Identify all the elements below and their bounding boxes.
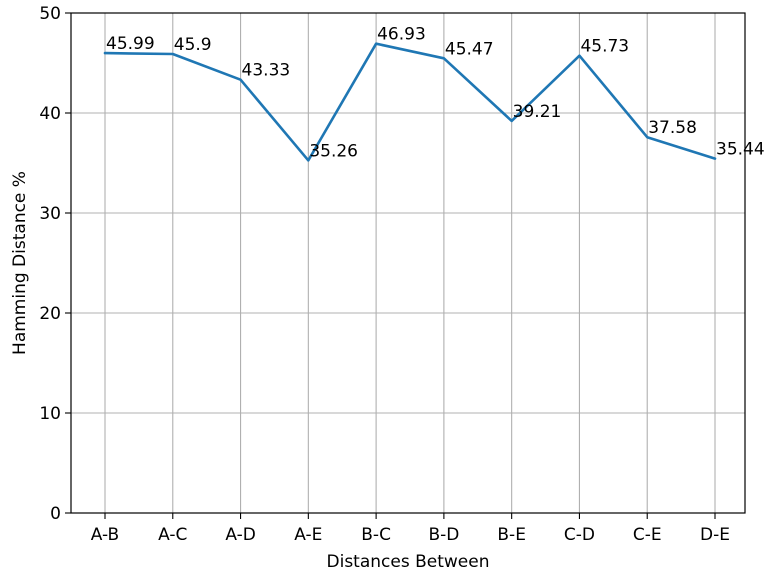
y-tick-label: 50 xyxy=(39,4,61,24)
x-tick-label: D-E xyxy=(700,525,730,545)
y-tick-label: 10 xyxy=(39,404,61,424)
x-tick-label: A-C xyxy=(158,525,187,545)
y-tick-label: 0 xyxy=(50,504,61,524)
x-axis-label: Distances Between xyxy=(327,552,490,572)
y-tick-label: 40 xyxy=(39,104,61,124)
x-tick-label: C-E xyxy=(633,525,662,545)
y-axis-label: Hamming Distance % xyxy=(10,171,30,355)
plot-frame xyxy=(70,12,746,514)
data-label: 46.93 xyxy=(377,25,426,45)
x-tick-label: B-D xyxy=(428,525,459,545)
data-label: 45.9 xyxy=(174,35,212,55)
x-tick-label: C-D xyxy=(564,525,595,545)
x-tick-label: B-C xyxy=(361,525,391,545)
data-label: 39.21 xyxy=(513,102,562,122)
series-line xyxy=(103,42,717,162)
x-tick-label: A-D xyxy=(225,525,255,545)
data-label: 35.26 xyxy=(309,141,358,161)
ticks: A-B A-C A-D A-E B-C B-D B-E C-D C-E D-E 0 10 20 30 40 5… xyxy=(39,4,730,545)
data-label: 45.47 xyxy=(445,39,494,59)
x-tick-label: A-E xyxy=(294,525,322,545)
data-label: 45.99 xyxy=(106,34,155,54)
data-label: 35.44 xyxy=(716,140,765,160)
y-tick-label: 30 xyxy=(39,204,61,224)
grid xyxy=(71,12,745,514)
x-tick-label: A-B xyxy=(91,525,119,545)
data-label: 43.33 xyxy=(242,61,291,81)
series-layer xyxy=(103,42,717,162)
x-tick-label: B-E xyxy=(497,525,526,545)
y-tick-label: 20 xyxy=(39,304,61,324)
data-label: 37.58 xyxy=(648,118,697,138)
data-label: 45.73 xyxy=(580,37,629,57)
data-labels: 45.99 45.9 43.33 35.26 46.93 45.47 39.21 45.73 3… xyxy=(106,25,765,162)
